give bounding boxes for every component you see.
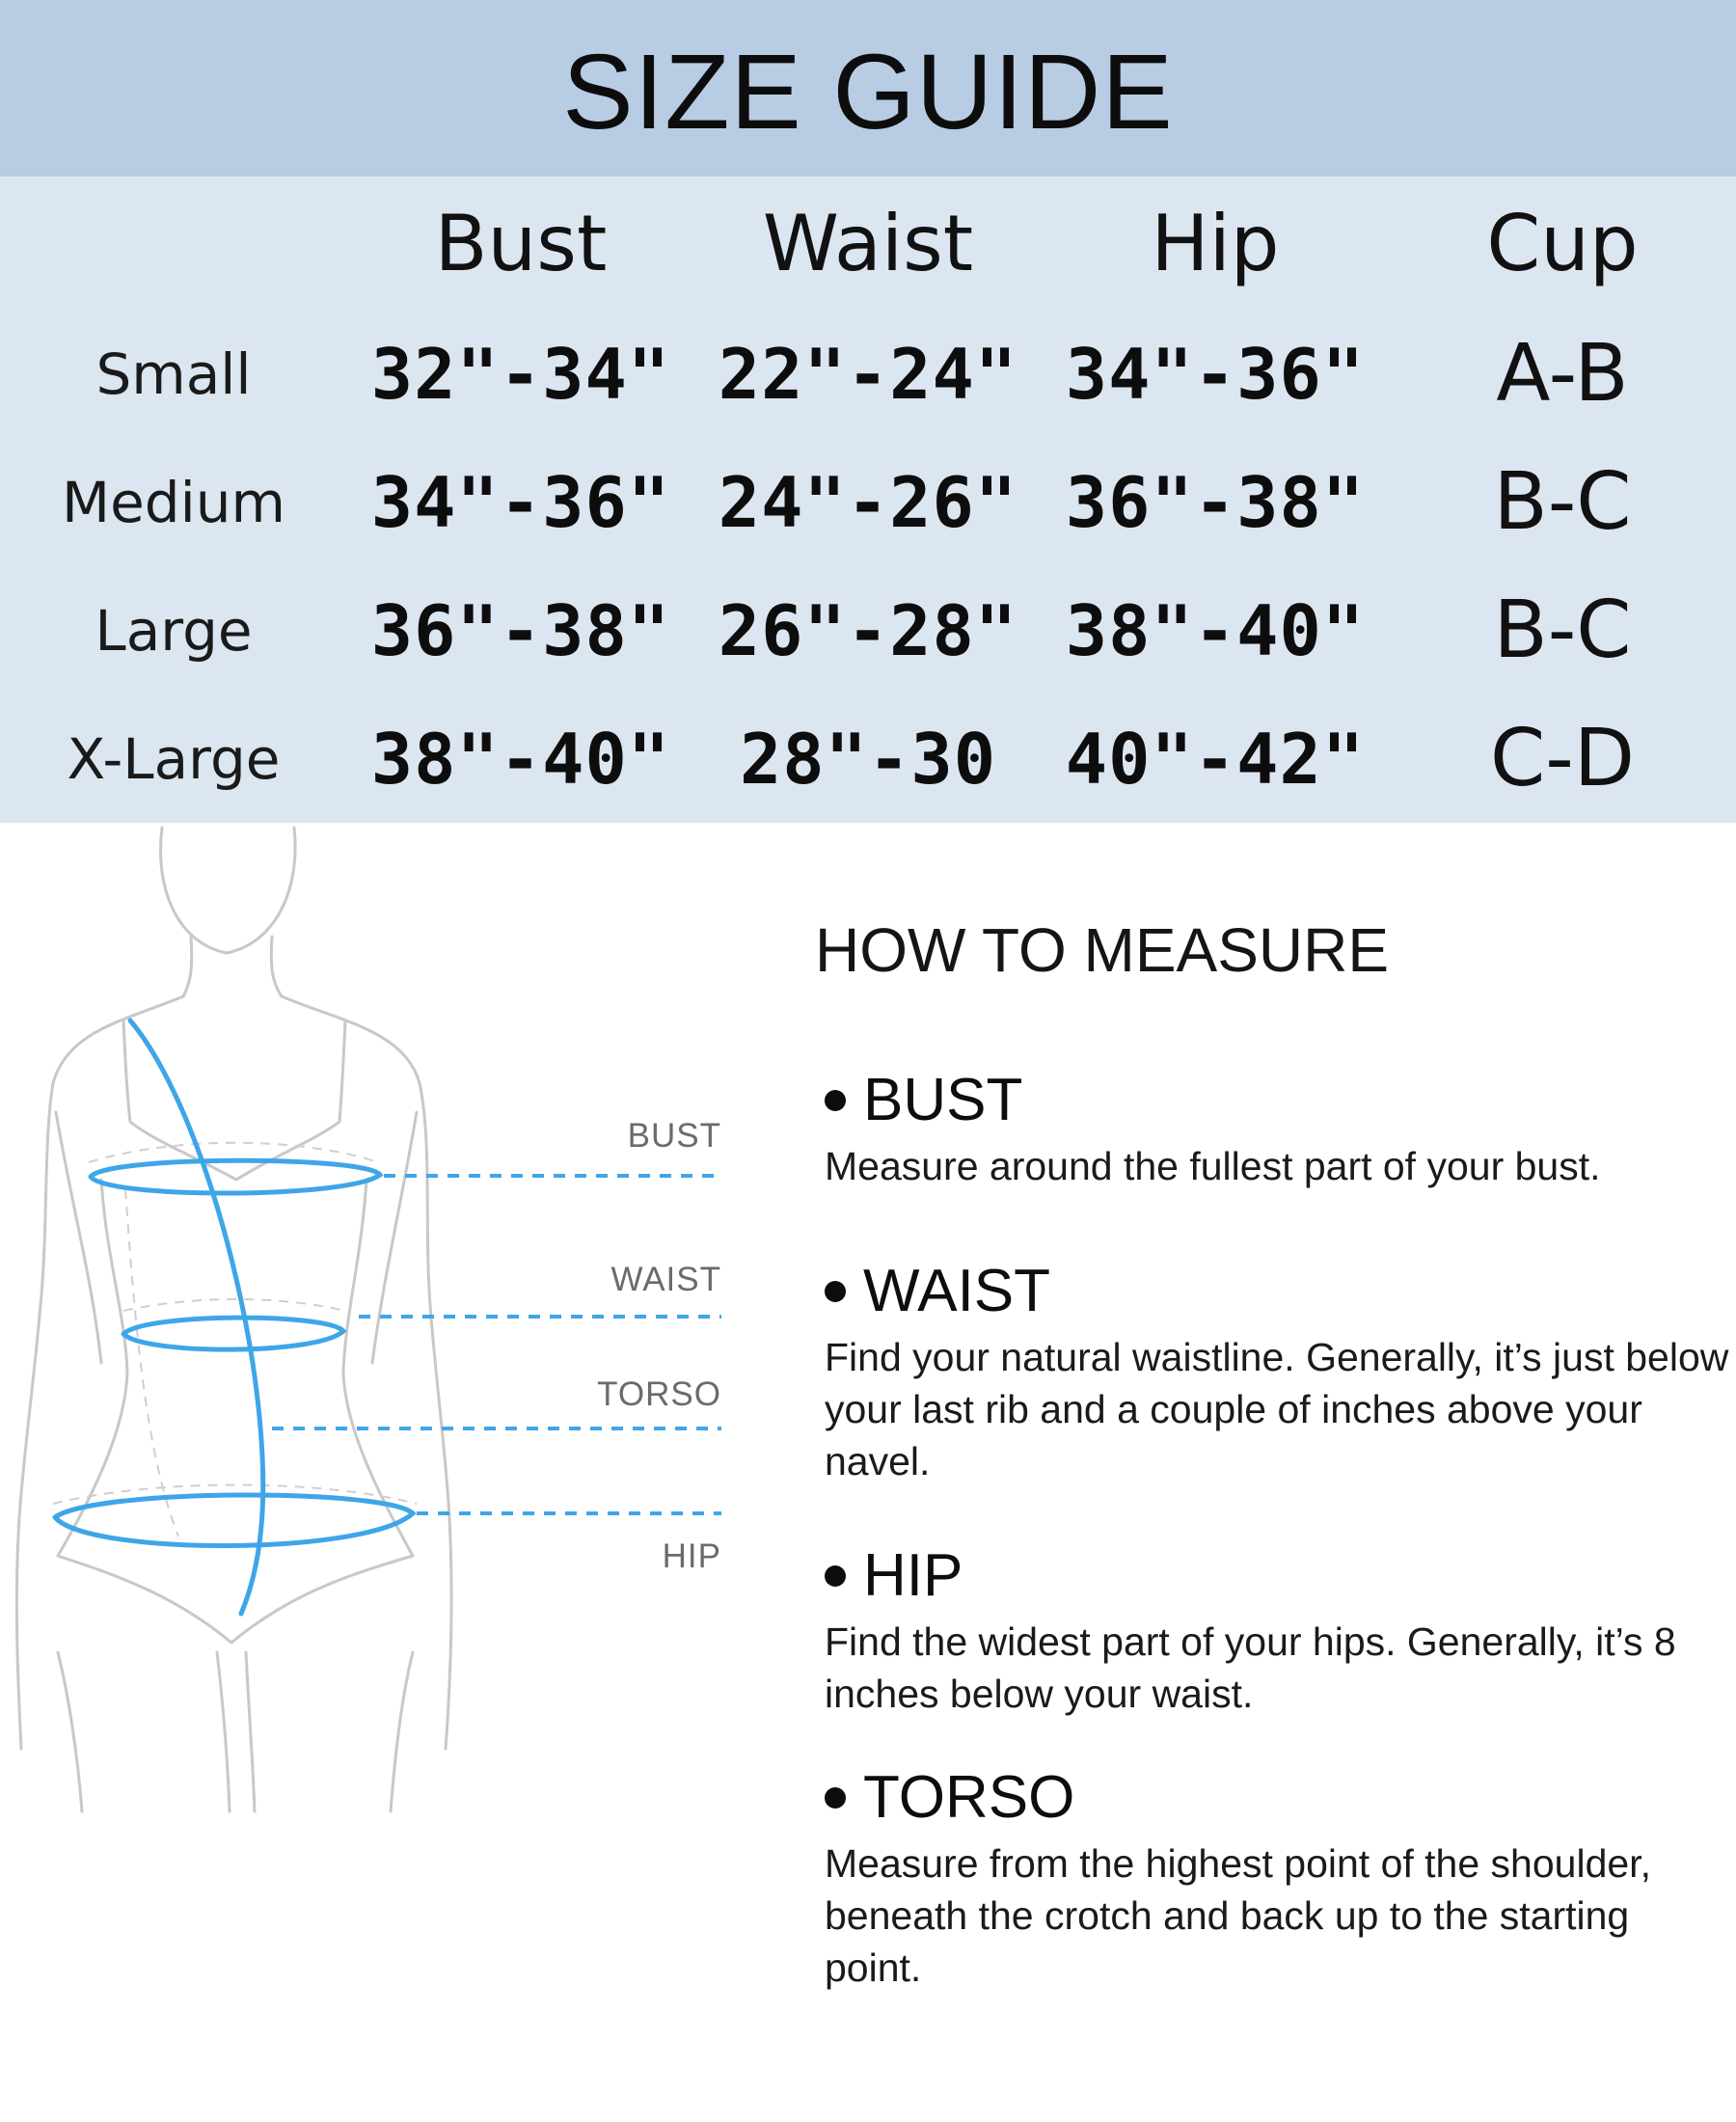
- bust-range: 38"-40": [370, 718, 671, 800]
- how-to-measure-title: HOW TO MEASURE: [815, 915, 1390, 985]
- measure-description: Measure around the fullest part of your …: [825, 1144, 1601, 1188]
- size-label: Large: [95, 597, 253, 664]
- waist-range: 26"-28": [718, 589, 1018, 671]
- bust-range: 34"-36": [370, 461, 671, 543]
- table-row: Small 32"-34" 22"-24" 34"-36" A-B: [0, 310, 1736, 438]
- measure-item-hip: HIP Find the widest part of your hips. G…: [825, 1546, 1736, 1720]
- hip-range: 36"-38": [1065, 461, 1366, 543]
- measure-item-bust: BUST Measure around the fullest part of …: [825, 1071, 1736, 1192]
- bust-label: BUST: [628, 1117, 721, 1155]
- body-measurement-figure: BUST WAIST TORSO HIP: [14, 826, 721, 1813]
- measure-heading: BUST: [825, 1071, 1736, 1130]
- measure-description: Find your natural waistline. Generally, …: [825, 1335, 1729, 1483]
- size-table-panel: Bust Waist Hip Cup Small 32"-34" 22"-24"…: [0, 177, 1736, 823]
- waist-label: WAIST: [610, 1261, 721, 1298]
- table-header-empty: [0, 177, 347, 310]
- hip-ring: [52, 1492, 417, 1549]
- size-guide-header: SIZE GUIDE: [0, 0, 1736, 177]
- table-row: Large 36"-38" 26"-28" 38"-40" B-C: [0, 566, 1736, 694]
- hip-range: 38"-40": [1065, 589, 1366, 671]
- cup-range: B-C: [1493, 456, 1632, 548]
- column-header-cup: Cup: [1486, 198, 1639, 288]
- body-inner-guides: [52, 1141, 418, 1537]
- measure-description: Find the widest part of your hips. Gener…: [825, 1619, 1676, 1716]
- measure-heading: HIP: [825, 1546, 1736, 1606]
- measurement-lines: [52, 1018, 417, 1617]
- size-label: Small: [95, 340, 252, 407]
- page-title: SIZE GUIDE: [562, 32, 1174, 151]
- measure-heading: WAIST: [825, 1262, 1736, 1321]
- waist-range: 24"-26": [718, 461, 1018, 543]
- bust-range: 32"-34": [370, 333, 671, 415]
- size-table: Bust Waist Hip Cup Small 32"-34" 22"-24"…: [0, 177, 1736, 823]
- cup-range: B-C: [1493, 585, 1632, 676]
- measure-heading: TORSO: [825, 1768, 1736, 1828]
- body-outline: [14, 826, 453, 1813]
- cup-range: A-B: [1496, 328, 1629, 420]
- waist-ring: [121, 1315, 347, 1352]
- bullet-icon: [825, 1565, 846, 1587]
- size-label: X-Large: [67, 725, 281, 792]
- measure-description: Measure from the highest point of the sh…: [825, 1841, 1651, 1990]
- bust-ring: [88, 1157, 384, 1196]
- bullet-icon: [825, 1090, 846, 1111]
- measure-item-torso: TORSO Measure from the highest point of …: [825, 1768, 1736, 1994]
- measure-heading-text: WAIST: [863, 1258, 1051, 1324]
- table-row: X-Large 38"-40" 28"-30 40"-42" C-D: [0, 694, 1736, 823]
- measure-heading-text: BUST: [863, 1067, 1023, 1133]
- measure-heading-text: HIP: [863, 1542, 963, 1609]
- torso-line: [127, 1018, 266, 1617]
- hip-range: 40"-42": [1065, 718, 1366, 800]
- cup-range: C-D: [1490, 713, 1635, 804]
- leader-lines: [272, 1174, 721, 1515]
- bullet-icon: [825, 1281, 846, 1302]
- hip-label: HIP: [663, 1537, 721, 1575]
- table-header-row: Bust Waist Hip Cup: [0, 177, 1736, 310]
- bust-range: 36"-38": [370, 589, 671, 671]
- measure-heading-text: TORSO: [863, 1764, 1075, 1831]
- torso-label: TORSO: [597, 1375, 721, 1413]
- size-label: Medium: [62, 469, 285, 535]
- waist-range: 22"-24": [718, 333, 1018, 415]
- bullet-icon: [825, 1787, 846, 1809]
- table-row: Medium 34"-36" 24"-26" 36"-38" B-C: [0, 438, 1736, 566]
- column-header-hip: Hip: [1151, 198, 1280, 288]
- waist-range: 28"-30: [739, 718, 997, 800]
- column-header-waist: Waist: [762, 198, 974, 288]
- measure-item-waist: WAIST Find your natural waistline. Gener…: [825, 1262, 1736, 1487]
- column-header-bust: Bust: [434, 198, 608, 288]
- hip-range: 34"-36": [1065, 333, 1366, 415]
